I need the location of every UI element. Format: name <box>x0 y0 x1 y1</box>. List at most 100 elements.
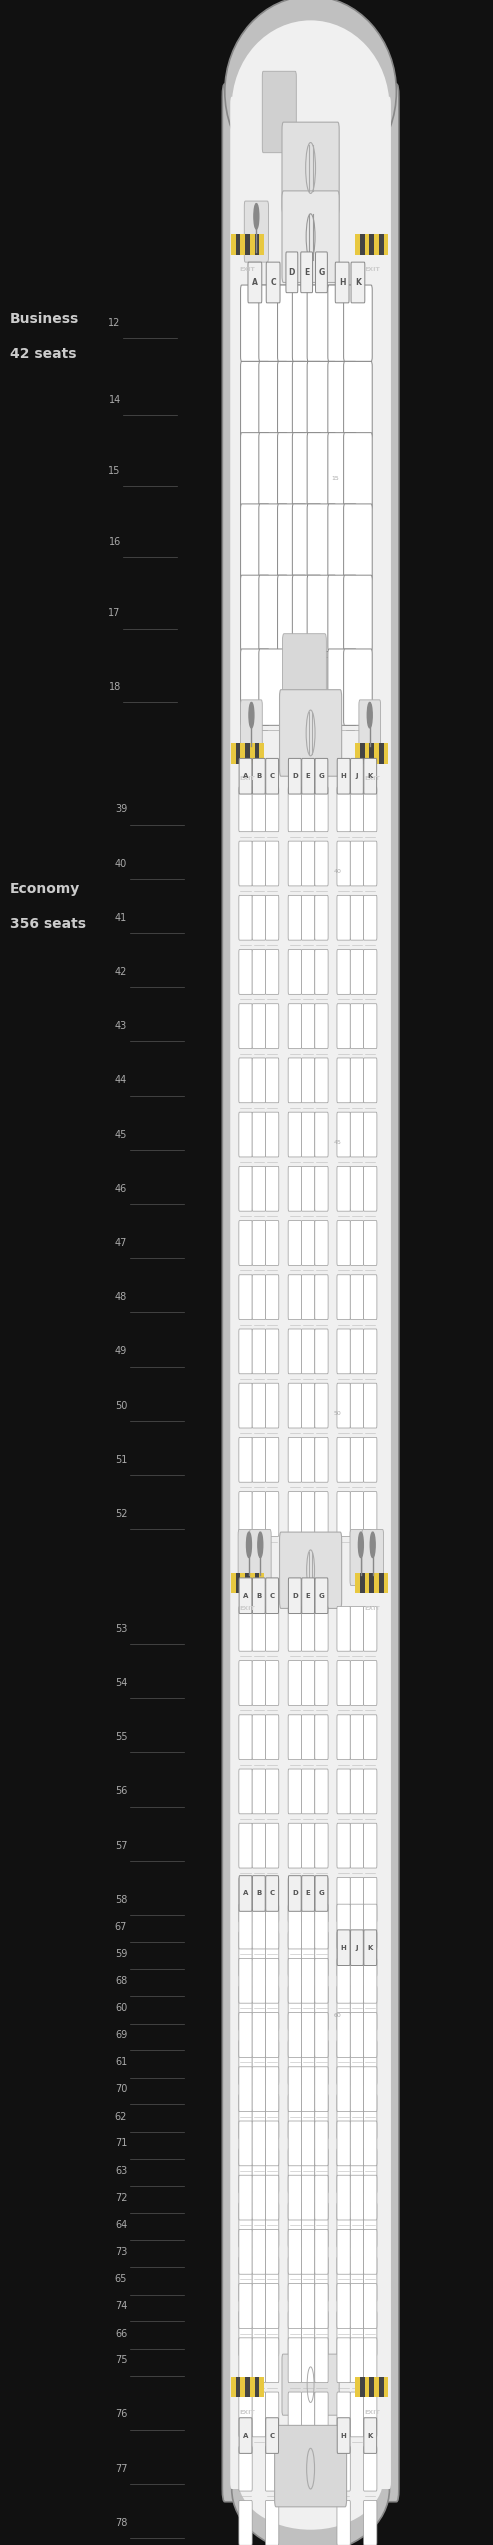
FancyBboxPatch shape <box>302 2229 315 2275</box>
Text: 18: 18 <box>108 682 121 692</box>
FancyBboxPatch shape <box>266 1059 279 1102</box>
Text: A: A <box>243 2433 248 2438</box>
FancyBboxPatch shape <box>266 2257 279 2301</box>
FancyBboxPatch shape <box>302 1878 315 1921</box>
FancyBboxPatch shape <box>239 1491 252 1537</box>
FancyBboxPatch shape <box>266 840 279 886</box>
FancyBboxPatch shape <box>266 1275 279 1318</box>
Bar <box>255 234 259 254</box>
FancyBboxPatch shape <box>252 896 266 939</box>
Text: 42 seats: 42 seats <box>10 346 76 361</box>
Text: G: G <box>318 774 324 779</box>
Text: C: C <box>270 1593 275 1598</box>
FancyBboxPatch shape <box>344 285 372 361</box>
Circle shape <box>254 204 259 229</box>
FancyBboxPatch shape <box>239 2283 252 2329</box>
Text: A: A <box>243 774 248 779</box>
FancyBboxPatch shape <box>350 2229 364 2275</box>
FancyBboxPatch shape <box>350 2041 364 2084</box>
FancyBboxPatch shape <box>239 1275 252 1318</box>
FancyBboxPatch shape <box>266 262 280 303</box>
Bar <box>236 1573 240 1593</box>
Text: K: K <box>368 774 373 779</box>
FancyBboxPatch shape <box>302 1932 315 1977</box>
FancyBboxPatch shape <box>350 1769 364 1815</box>
FancyBboxPatch shape <box>288 1059 302 1102</box>
Bar <box>250 1573 255 1593</box>
Text: G: G <box>318 267 324 277</box>
FancyBboxPatch shape <box>337 1606 350 1652</box>
FancyBboxPatch shape <box>364 2041 377 2084</box>
FancyBboxPatch shape <box>315 2095 328 2138</box>
FancyBboxPatch shape <box>302 1904 315 1949</box>
Text: EXIT: EXIT <box>240 267 255 272</box>
FancyBboxPatch shape <box>252 840 266 886</box>
Text: 69: 69 <box>115 2031 127 2041</box>
FancyBboxPatch shape <box>288 1328 302 1374</box>
FancyBboxPatch shape <box>288 2339 302 2382</box>
FancyBboxPatch shape <box>241 504 269 580</box>
FancyBboxPatch shape <box>252 1275 266 1318</box>
Text: 12: 12 <box>108 318 121 328</box>
FancyBboxPatch shape <box>266 786 279 832</box>
FancyBboxPatch shape <box>315 1662 328 1705</box>
FancyBboxPatch shape <box>292 285 321 361</box>
FancyBboxPatch shape <box>315 2311 328 2357</box>
FancyBboxPatch shape <box>288 1003 302 1049</box>
FancyBboxPatch shape <box>328 285 356 361</box>
FancyBboxPatch shape <box>315 840 328 886</box>
Bar <box>379 2377 384 2397</box>
FancyBboxPatch shape <box>302 1003 315 1049</box>
Text: EXIT: EXIT <box>240 776 255 781</box>
FancyBboxPatch shape <box>266 2392 279 2438</box>
FancyBboxPatch shape <box>350 2339 364 2382</box>
FancyBboxPatch shape <box>288 1438 302 1481</box>
FancyBboxPatch shape <box>239 1328 252 1374</box>
FancyBboxPatch shape <box>315 1438 328 1481</box>
FancyBboxPatch shape <box>350 896 364 939</box>
FancyBboxPatch shape <box>337 2392 350 2438</box>
FancyBboxPatch shape <box>252 1960 266 2003</box>
FancyBboxPatch shape <box>288 1822 302 1868</box>
Bar <box>240 234 245 254</box>
FancyBboxPatch shape <box>239 1112 252 1158</box>
FancyBboxPatch shape <box>362 1530 384 1586</box>
Ellipse shape <box>232 20 389 193</box>
FancyBboxPatch shape <box>288 1878 302 1921</box>
FancyBboxPatch shape <box>266 2013 279 2056</box>
FancyBboxPatch shape <box>249 1530 271 1586</box>
FancyBboxPatch shape <box>252 2204 266 2247</box>
Bar <box>236 234 240 254</box>
Text: K: K <box>355 277 361 288</box>
FancyBboxPatch shape <box>337 2229 350 2275</box>
FancyBboxPatch shape <box>364 1715 377 1759</box>
FancyBboxPatch shape <box>302 1960 315 2003</box>
FancyBboxPatch shape <box>350 1438 364 1481</box>
FancyBboxPatch shape <box>315 2392 328 2438</box>
FancyBboxPatch shape <box>266 2148 279 2194</box>
FancyBboxPatch shape <box>288 2311 302 2357</box>
FancyBboxPatch shape <box>337 786 350 832</box>
FancyBboxPatch shape <box>252 2257 266 2301</box>
FancyBboxPatch shape <box>337 1003 350 1049</box>
FancyBboxPatch shape <box>351 758 363 794</box>
FancyBboxPatch shape <box>364 1438 377 1481</box>
FancyBboxPatch shape <box>252 2311 266 2357</box>
FancyBboxPatch shape <box>239 1578 252 1614</box>
FancyBboxPatch shape <box>315 1275 328 1318</box>
FancyBboxPatch shape <box>315 1578 328 1614</box>
FancyBboxPatch shape <box>239 2339 252 2382</box>
FancyBboxPatch shape <box>239 1960 252 2003</box>
Text: E: E <box>304 267 309 277</box>
FancyBboxPatch shape <box>328 361 356 438</box>
Text: 45: 45 <box>334 1140 342 1145</box>
FancyBboxPatch shape <box>252 1438 266 1481</box>
FancyBboxPatch shape <box>239 1382 252 1428</box>
FancyBboxPatch shape <box>315 2283 328 2329</box>
FancyBboxPatch shape <box>239 1769 252 1815</box>
FancyBboxPatch shape <box>266 1112 279 1158</box>
Text: 15: 15 <box>108 466 121 476</box>
FancyBboxPatch shape <box>239 1059 252 1102</box>
FancyBboxPatch shape <box>315 1878 328 1921</box>
FancyBboxPatch shape <box>337 1929 350 1965</box>
